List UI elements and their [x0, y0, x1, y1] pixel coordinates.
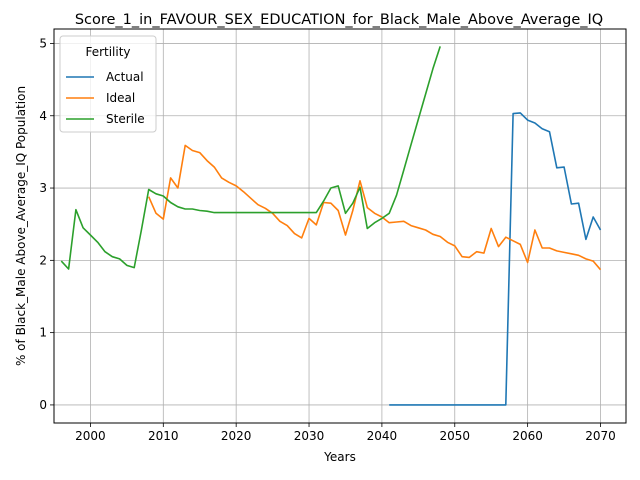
series-line-sterile [60, 46, 441, 270]
y-tick-label: 0 [39, 398, 47, 412]
series-line-actual [389, 112, 602, 406]
series-line-ideal [147, 144, 602, 271]
legend-box [59, 35, 157, 133]
y-tick-label: 1 [39, 326, 47, 340]
legend: Fertility Actual Ideal Sterile [59, 35, 157, 133]
series-lines [60, 46, 602, 406]
x-axis-label: Years [323, 450, 356, 464]
legend-label-sterile: Sterile [106, 112, 145, 126]
x-tick-label: 2060 [512, 429, 543, 443]
chart-title: Score_1_in_FAVOUR_SEX_EDUCATION_for_Blac… [75, 12, 603, 28]
plot-area-frame [53, 28, 627, 424]
y-axis-ticks: 0 1 2 3 4 5 [39, 36, 54, 412]
legend-title: Fertility [85, 45, 130, 59]
y-tick-label: 5 [39, 36, 47, 50]
x-tick-label: 2050 [439, 429, 470, 443]
gridlines [54, 29, 626, 423]
x-tick-label: 2040 [367, 429, 398, 443]
y-tick-label: 3 [39, 181, 47, 195]
y-tick-label: 4 [39, 109, 47, 123]
x-tick-label: 2070 [585, 429, 616, 443]
x-tick-label: 2000 [75, 429, 106, 443]
x-axis-ticks: 2000 2010 2020 2030 2040 2050 2060 2070 [75, 423, 616, 443]
y-axis-label: % of Black_Male Above_Average_IQ Populat… [14, 86, 28, 366]
x-tick-label: 2010 [148, 429, 179, 443]
legend-label-ideal: Ideal [106, 91, 135, 105]
legend-label-actual: Actual [106, 70, 144, 84]
y-tick-label: 2 [39, 253, 47, 267]
x-tick-label: 2020 [221, 429, 252, 443]
x-tick-label: 2030 [294, 429, 325, 443]
